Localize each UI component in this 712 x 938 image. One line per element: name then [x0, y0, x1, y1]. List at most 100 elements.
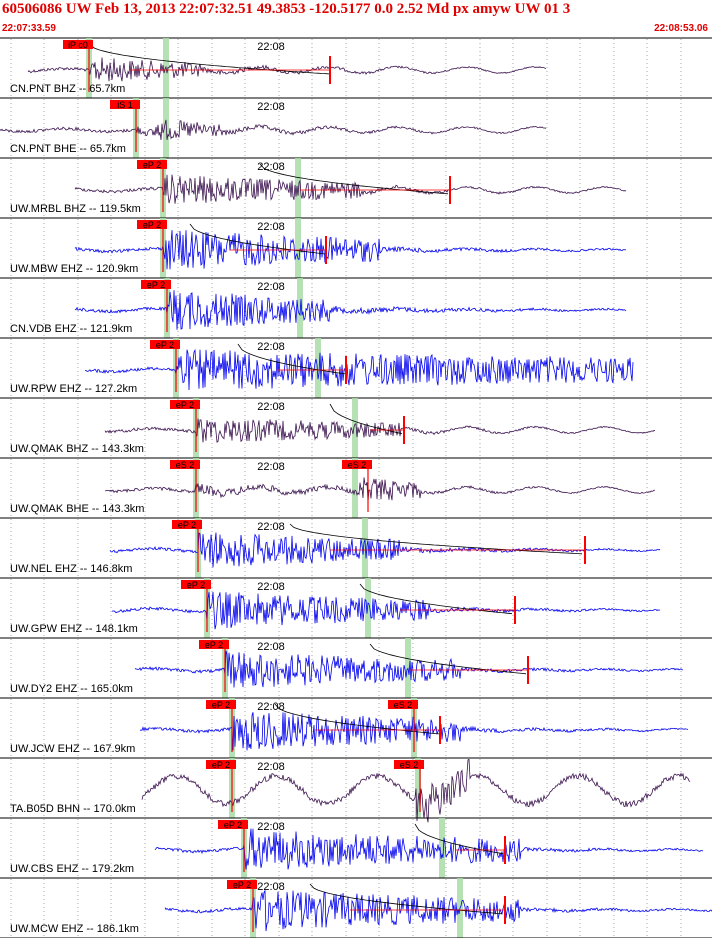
s-phase-band [439, 818, 445, 878]
s-phase-band [295, 218, 301, 278]
waveform-trace [154, 828, 704, 870]
station-label: UW.MRBL BHZ -- 119.5km [10, 203, 141, 215]
p-pick-box [150, 340, 180, 349]
station-label: UW.DY2 EHZ -- 165.0km [10, 683, 133, 695]
p-pick-label: eP 2 [143, 220, 161, 230]
p-pick-label: eS 2 [176, 460, 195, 470]
minute-tick-label: 22:08 [257, 761, 285, 773]
p-pick-box [141, 280, 171, 289]
minute-tick-label: 22:08 [257, 581, 285, 593]
s-pick-label: eS 2 [394, 700, 413, 710]
coda-decay-curve [189, 223, 327, 255]
waveform-trace [0, 119, 547, 141]
station-label: UW.NEL EHZ -- 146.8km [10, 563, 132, 575]
waveform-trace [111, 591, 661, 630]
coda-decay-curve [237, 343, 347, 375]
station-label: CN.PNT BHE -- 65.7km [10, 143, 126, 155]
p-pick-box [206, 700, 236, 709]
waveform-trace [85, 348, 634, 391]
coda-decay-curve [359, 583, 513, 615]
s-phase-band [352, 458, 358, 518]
station-label: UW.QMAK BHE -- 143.3km [10, 503, 144, 515]
p-pick-box [218, 820, 248, 829]
waveform-trace [74, 230, 627, 270]
station-label: UW.JCW EHZ -- 167.9km [10, 743, 135, 755]
waveform-trace [164, 889, 712, 932]
start-time-label: 22:07:33.59 [2, 23, 56, 34]
p-pick-label: eP 2 [187, 580, 205, 590]
waveform-trace [74, 174, 627, 204]
minute-tick-label: 22:08 [257, 161, 285, 173]
p-pick-label: eP 2 [143, 160, 161, 170]
waveform-trace [109, 532, 661, 568]
event-header-title: 60506086 UW Feb 13, 2013 22:07:32.51 49.… [2, 1, 571, 17]
waveform-trace [134, 650, 684, 688]
p-pick-label: eP 2 [147, 280, 165, 290]
minute-tick-label: 22:08 [257, 641, 285, 653]
p-pick-box [170, 460, 200, 469]
waveform-trace [74, 290, 627, 330]
station-label: UW.MBW EHZ -- 120.9km [10, 263, 138, 275]
s-phase-band [295, 158, 301, 218]
station-label: UW.MCW EHZ -- 186.1km [10, 923, 139, 935]
minute-tick-label: 22:08 [257, 461, 285, 473]
trace-panel: 22:08 eP 2 UW.RPW EHZ -- 127.2km [0, 338, 712, 399]
p-pick-label: eP 2 [178, 520, 196, 530]
p-pick-label: eP 2 [212, 700, 230, 710]
p-pick-label: eP 2 [212, 760, 230, 770]
p-pick-box [63, 40, 93, 49]
trace-panel: 22:08 iP c0 CN.PNT BHZ -- 65.7km [0, 38, 712, 99]
waveform-trace [27, 57, 547, 82]
minute-tick-label: 22:08 [257, 221, 285, 233]
minute-tick-label: 22:08 [257, 41, 285, 53]
minute-tick-label: 22:08 [257, 701, 285, 713]
trace-panel: 22:08 eP 2 UW.NEL EHZ -- 146.8km [0, 518, 712, 579]
p-pick-label: iS 1 [117, 100, 133, 110]
waveform-trace [104, 477, 656, 502]
s-pick-label: eS 2 [400, 760, 419, 770]
waveform-trace [104, 418, 656, 443]
station-label: UW.CBS EHZ -- 179.2km [10, 863, 134, 875]
p-pick-label: eP 2 [205, 640, 223, 650]
p-pick-box [137, 160, 167, 169]
coda-decay-curve [274, 703, 440, 735]
trace-panel: 22:08 eP 2 UW.GPW EHZ -- 148.1km [0, 578, 712, 639]
p-pick-box [227, 880, 257, 889]
p-pick-box [199, 640, 229, 649]
p-pick-label: eP 2 [156, 340, 174, 350]
p-pick-box [181, 580, 211, 589]
minute-tick-label: 22:08 [257, 341, 285, 353]
station-label: CN.VDB EHZ -- 121.9km [10, 323, 132, 335]
station-label: UW.RPW EHZ -- 127.2km [10, 383, 137, 395]
trace-panel: 22:08 eP 2 UW.MBW EHZ -- 120.9km [0, 218, 712, 279]
trace-panel: 22:08 eS 2 eS 2 UW.QMAK BHE -- 143.3km [0, 458, 712, 519]
trace-panel: 22:08 eP 2 eS 2 UW.JCW EHZ -- 167.9km [0, 698, 712, 759]
coda-decay-curve [414, 823, 504, 855]
p-pick-box [137, 220, 167, 229]
p-pick-label: iP c0 [68, 40, 88, 50]
minute-tick-label: 22:08 [257, 821, 285, 833]
coda-decay-curve [369, 643, 527, 675]
p-pick-label: eP 2 [233, 880, 251, 890]
trace-panel: 22:08 iS 1 CN.PNT BHE -- 65.7km [0, 98, 712, 159]
station-label: UW.QMAK BHZ -- 143.3km [10, 443, 144, 455]
s-pick-box [394, 760, 424, 769]
p-pick-label: eP 2 [224, 820, 242, 830]
minute-tick-label: 22:08 [257, 101, 285, 113]
p-pick-box [172, 520, 202, 529]
trace-panel: 22:08 eP 2 UW.MCW EHZ -- 186.1km [0, 878, 712, 938]
p-pick-label: eP 2 [176, 400, 194, 410]
s-phase-band [352, 398, 358, 458]
end-time-label: 22:08:53.06 [654, 23, 708, 34]
minute-tick-label: 22:08 [257, 521, 285, 533]
coda-decay-curve [309, 883, 503, 915]
coda-decay-curve [289, 523, 583, 555]
waveform-trace [141, 758, 691, 823]
s-pick-box [342, 460, 372, 469]
station-label: UW.GPW EHZ -- 148.1km [10, 623, 138, 635]
p-pick-box [170, 400, 200, 409]
s-phase-band [415, 758, 421, 818]
minute-tick-label: 22:08 [257, 281, 285, 293]
s-phase-band [163, 98, 169, 158]
